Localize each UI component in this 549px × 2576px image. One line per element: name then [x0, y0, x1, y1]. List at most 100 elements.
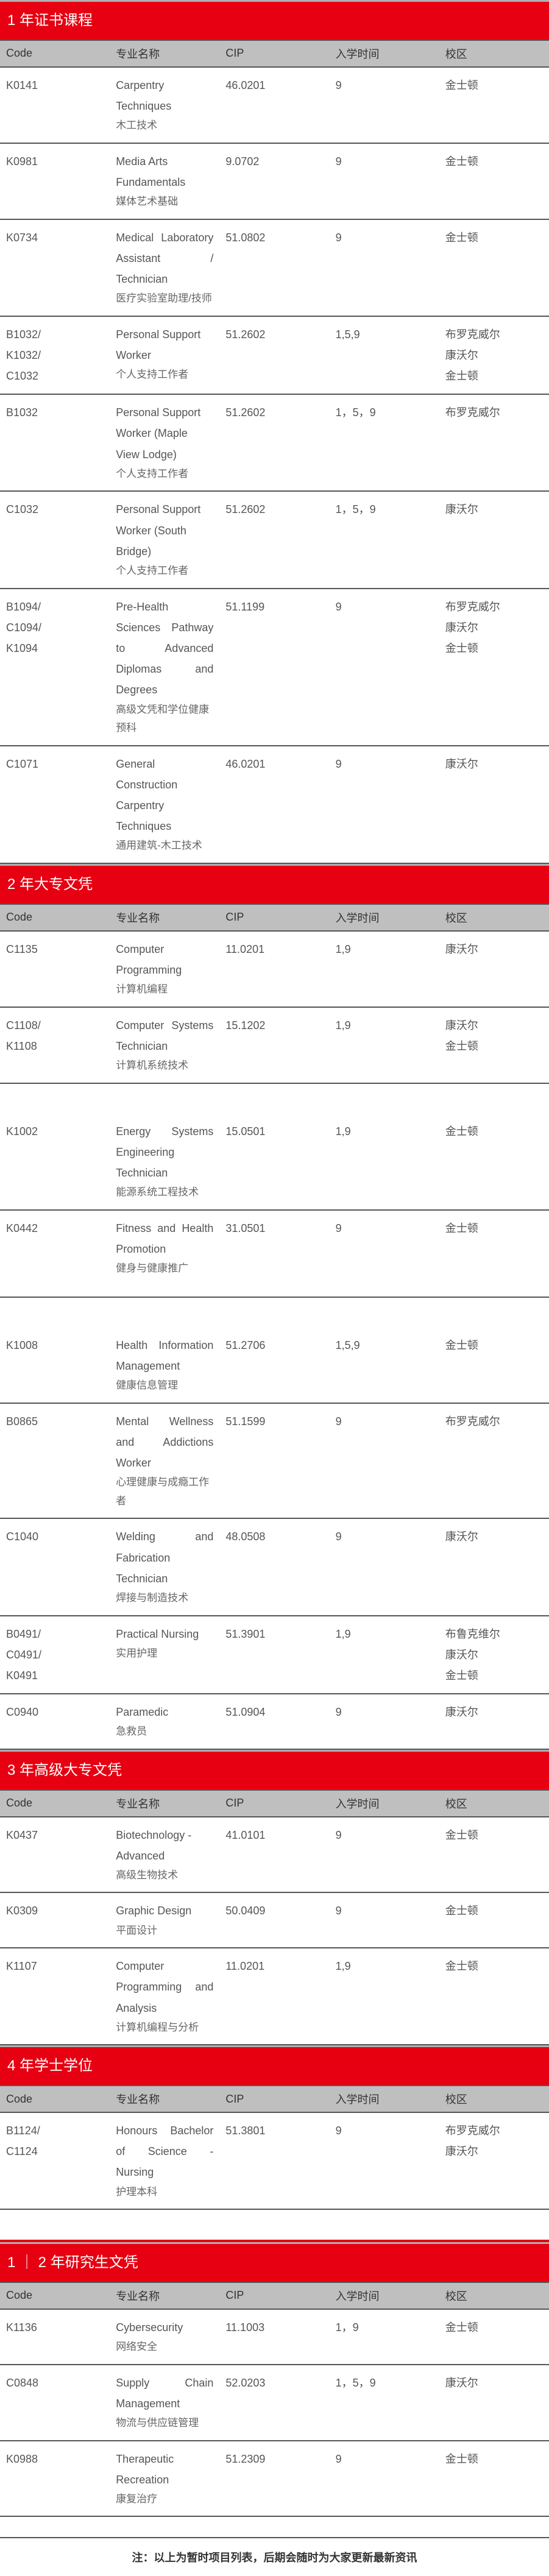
cell-intake: 9 — [330, 1817, 439, 1893]
cell-code: B0491/C0491/K0491 — [0, 1616, 110, 1694]
col-header-cip: CIP — [219, 904, 329, 931]
program-name-en: Medical Laboratory Assistant / Technicia… — [116, 227, 213, 290]
program-name-cn: 通用建筑-木工技术 — [116, 837, 213, 855]
cell-intake: 9 — [330, 746, 439, 863]
program-name-en: Personal Support Worker — [116, 324, 213, 366]
table-row: B1032 Personal Support Worker (Maple Vie… — [0, 394, 549, 491]
cell-cip: 15.1202 — [219, 1007, 329, 1083]
cell-campus: 布罗克威尔康沃尔金士顿 — [439, 589, 549, 746]
cell-cip: 9.0702 — [219, 143, 329, 219]
cell-code: C1071 — [0, 746, 110, 863]
table-row: C0940 Paramedic 急救员 51.0904 9 康沃尔 — [0, 1694, 549, 1749]
col-header-intake: 入学时间 — [330, 2282, 439, 2309]
program-name-cn: 个人支持工作者 — [116, 562, 213, 581]
cell-name: Personal Support Worker (Maple View Lodg… — [110, 394, 219, 491]
col-header-cip: CIP — [219, 2282, 329, 2309]
table-row: K0988 Therapeutic Recreation 康复治疗 51.230… — [0, 2441, 549, 2517]
cell-intake: 1,5,9 — [330, 1328, 439, 1403]
table-row: K1136 Cybersecurity 网络安全 11.1003 1，9 金士顿 — [0, 2309, 549, 2365]
cell-campus: 金士顿 — [439, 1892, 549, 1948]
program-name-en: Health Information Management — [116, 1335, 213, 1376]
section-title: 2 年大专文凭 — [0, 865, 549, 904]
cell-name: Computer Programming 计算机编程 — [110, 931, 219, 1007]
cell-campus: 布罗克威尔 — [439, 1403, 549, 1519]
cell-cip: 15.0501 — [219, 1114, 329, 1210]
cell-intake: 1,9 — [330, 1616, 439, 1694]
program-name-en: Computer Systems Technician — [116, 1015, 213, 1056]
program-name-en: General Construction Carpentry Technique… — [116, 754, 213, 837]
cell-code: B1032 — [0, 394, 110, 491]
cell-campus: 康沃尔 — [439, 746, 549, 863]
column-header-row: Code 专业名称 CIP 入学时间 校区 — [0, 904, 549, 931]
program-table: 1 ｜ 2 年研究生文凭 Code 专业名称 CIP 入学时间 校区 K1136… — [0, 2242, 549, 2538]
cell-code: B0865 — [0, 1403, 110, 1519]
section-title: 1 年证书课程 — [0, 1, 549, 40]
program-name-cn: 木工技术 — [116, 116, 213, 135]
cell-intake: 9 — [330, 143, 439, 219]
cell-cip: 51.0802 — [219, 219, 329, 316]
cell-campus: 康沃尔 — [439, 491, 549, 588]
cell-cip: 51.2706 — [219, 1328, 329, 1403]
cell-name: Supply Chain Management 物流与供应链管理 — [110, 2365, 219, 2441]
cell-cip: 46.0201 — [219, 746, 329, 863]
program-name-cn: 媒体艺术基础 — [116, 193, 213, 211]
col-header-name: 专业名称 — [110, 40, 219, 67]
col-header-cip: CIP — [219, 2086, 329, 2112]
col-header-intake: 入学时间 — [330, 40, 439, 67]
cell-cip: 52.0203 — [219, 2365, 329, 2441]
cell-intake: 9 — [330, 1210, 439, 1297]
cell-cip: 31.0501 — [219, 1210, 329, 1297]
cell-name: Practical Nursing 实用护理 — [110, 1616, 219, 1694]
program-table: 4 年学士学位 Code 专业名称 CIP 入学时间 校区 B1124/C112… — [0, 2045, 549, 2240]
program-name-en: Personal Support Worker (Maple View Lodg… — [116, 402, 213, 465]
col-header-cip: CIP — [219, 40, 329, 67]
cell-campus: 布罗克威尔康沃尔金士顿 — [439, 316, 549, 395]
cell-name: Therapeutic Recreation 康复治疗 — [110, 2441, 219, 2517]
program-name-cn: 个人支持工作者 — [116, 465, 213, 484]
cell-name: Welding and Fabrication Technician 焊接与制造… — [110, 1518, 219, 1615]
table-row: B1124/C1124 Honours Bachelor of Science … — [0, 2112, 549, 2209]
cell-name: Honours Bachelor of Science - Nursing 护理… — [110, 2112, 219, 2209]
col-header-code: Code — [0, 904, 110, 931]
cell-code: K0309 — [0, 1892, 110, 1948]
col-header-name: 专业名称 — [110, 1790, 219, 1817]
cell-campus: 康沃尔 — [439, 1518, 549, 1615]
program-name-cn: 高级文凭和学位健康预科 — [116, 701, 213, 738]
program-name-cn: 焊接与制造技术 — [116, 1589, 213, 1608]
section-header-row: 1 ｜ 2 年研究生文凭 — [0, 2243, 549, 2282]
cell-code: C1108/K1108 — [0, 1007, 110, 1083]
table-row: C0848 Supply Chain Management 物流与供应链管理 5… — [0, 2365, 549, 2441]
program-name-en: Therapeutic Recreation — [116, 2449, 213, 2490]
program-name-cn: 计算机系统技术 — [116, 1056, 213, 1075]
cell-campus: 金士顿 — [439, 2309, 549, 2365]
cell-campus: 康沃尔 — [439, 1694, 549, 1749]
program-name-cn: 护理本科 — [116, 2183, 213, 2202]
cell-cip: 51.2602 — [219, 316, 329, 395]
cell-code: B1094/C1094/K1094 — [0, 589, 110, 746]
footnote: 注：以上为暂时项目列表，后期会随时为大家更新最新资讯 — [0, 2538, 549, 2576]
cell-name: Mental Wellness and Addictions Worker 心理… — [110, 1403, 219, 1519]
cell-name: Computer Systems Technician 计算机系统技术 — [110, 1007, 219, 1083]
col-header-intake: 入学时间 — [330, 2086, 439, 2112]
table-row: K0442 Fitness and Health Promotion 健身与健康… — [0, 1210, 549, 1297]
cell-code: K0141 — [0, 67, 110, 143]
table-row: K0309 Graphic Design 平面设计 50.0409 9 金士顿 — [0, 1892, 549, 1948]
program-name-cn: 健康信息管理 — [116, 1376, 213, 1395]
cell-name: Fitness and Health Promotion 健身与健康推广 — [110, 1210, 219, 1297]
program-name-cn: 计算机编程 — [116, 980, 213, 999]
table-row: C1040 Welding and Fabrication Technician… — [0, 1518, 549, 1615]
cell-campus: 布鲁克维尔康沃尔金士顿 — [439, 1616, 549, 1694]
cell-code: K0442 — [0, 1210, 110, 1297]
program-name-en: Practical Nursing — [116, 1624, 213, 1644]
column-header-row: Code 专业名称 CIP 入学时间 校区 — [0, 2086, 549, 2112]
program-name-en: Welding and Fabrication Technician — [116, 1526, 213, 1589]
program-name-cn: 心理健康与成瘾工作者 — [116, 1473, 213, 1510]
col-header-code: Code — [0, 2086, 110, 2112]
cell-name: Pre-Health Sciences Pathway to Advanced … — [110, 589, 219, 746]
section-title: 1 ｜ 2 年研究生文凭 — [0, 2243, 549, 2282]
cell-campus: 金士顿 — [439, 1817, 549, 1893]
column-header-row: Code 专业名称 CIP 入学时间 校区 — [0, 2282, 549, 2309]
cell-campus: 金士顿 — [439, 143, 549, 219]
program-name-en: Honours Bachelor of Science - Nursing — [116, 2120, 213, 2183]
program-name-en: Fitness and Health Promotion — [116, 1218, 213, 1259]
